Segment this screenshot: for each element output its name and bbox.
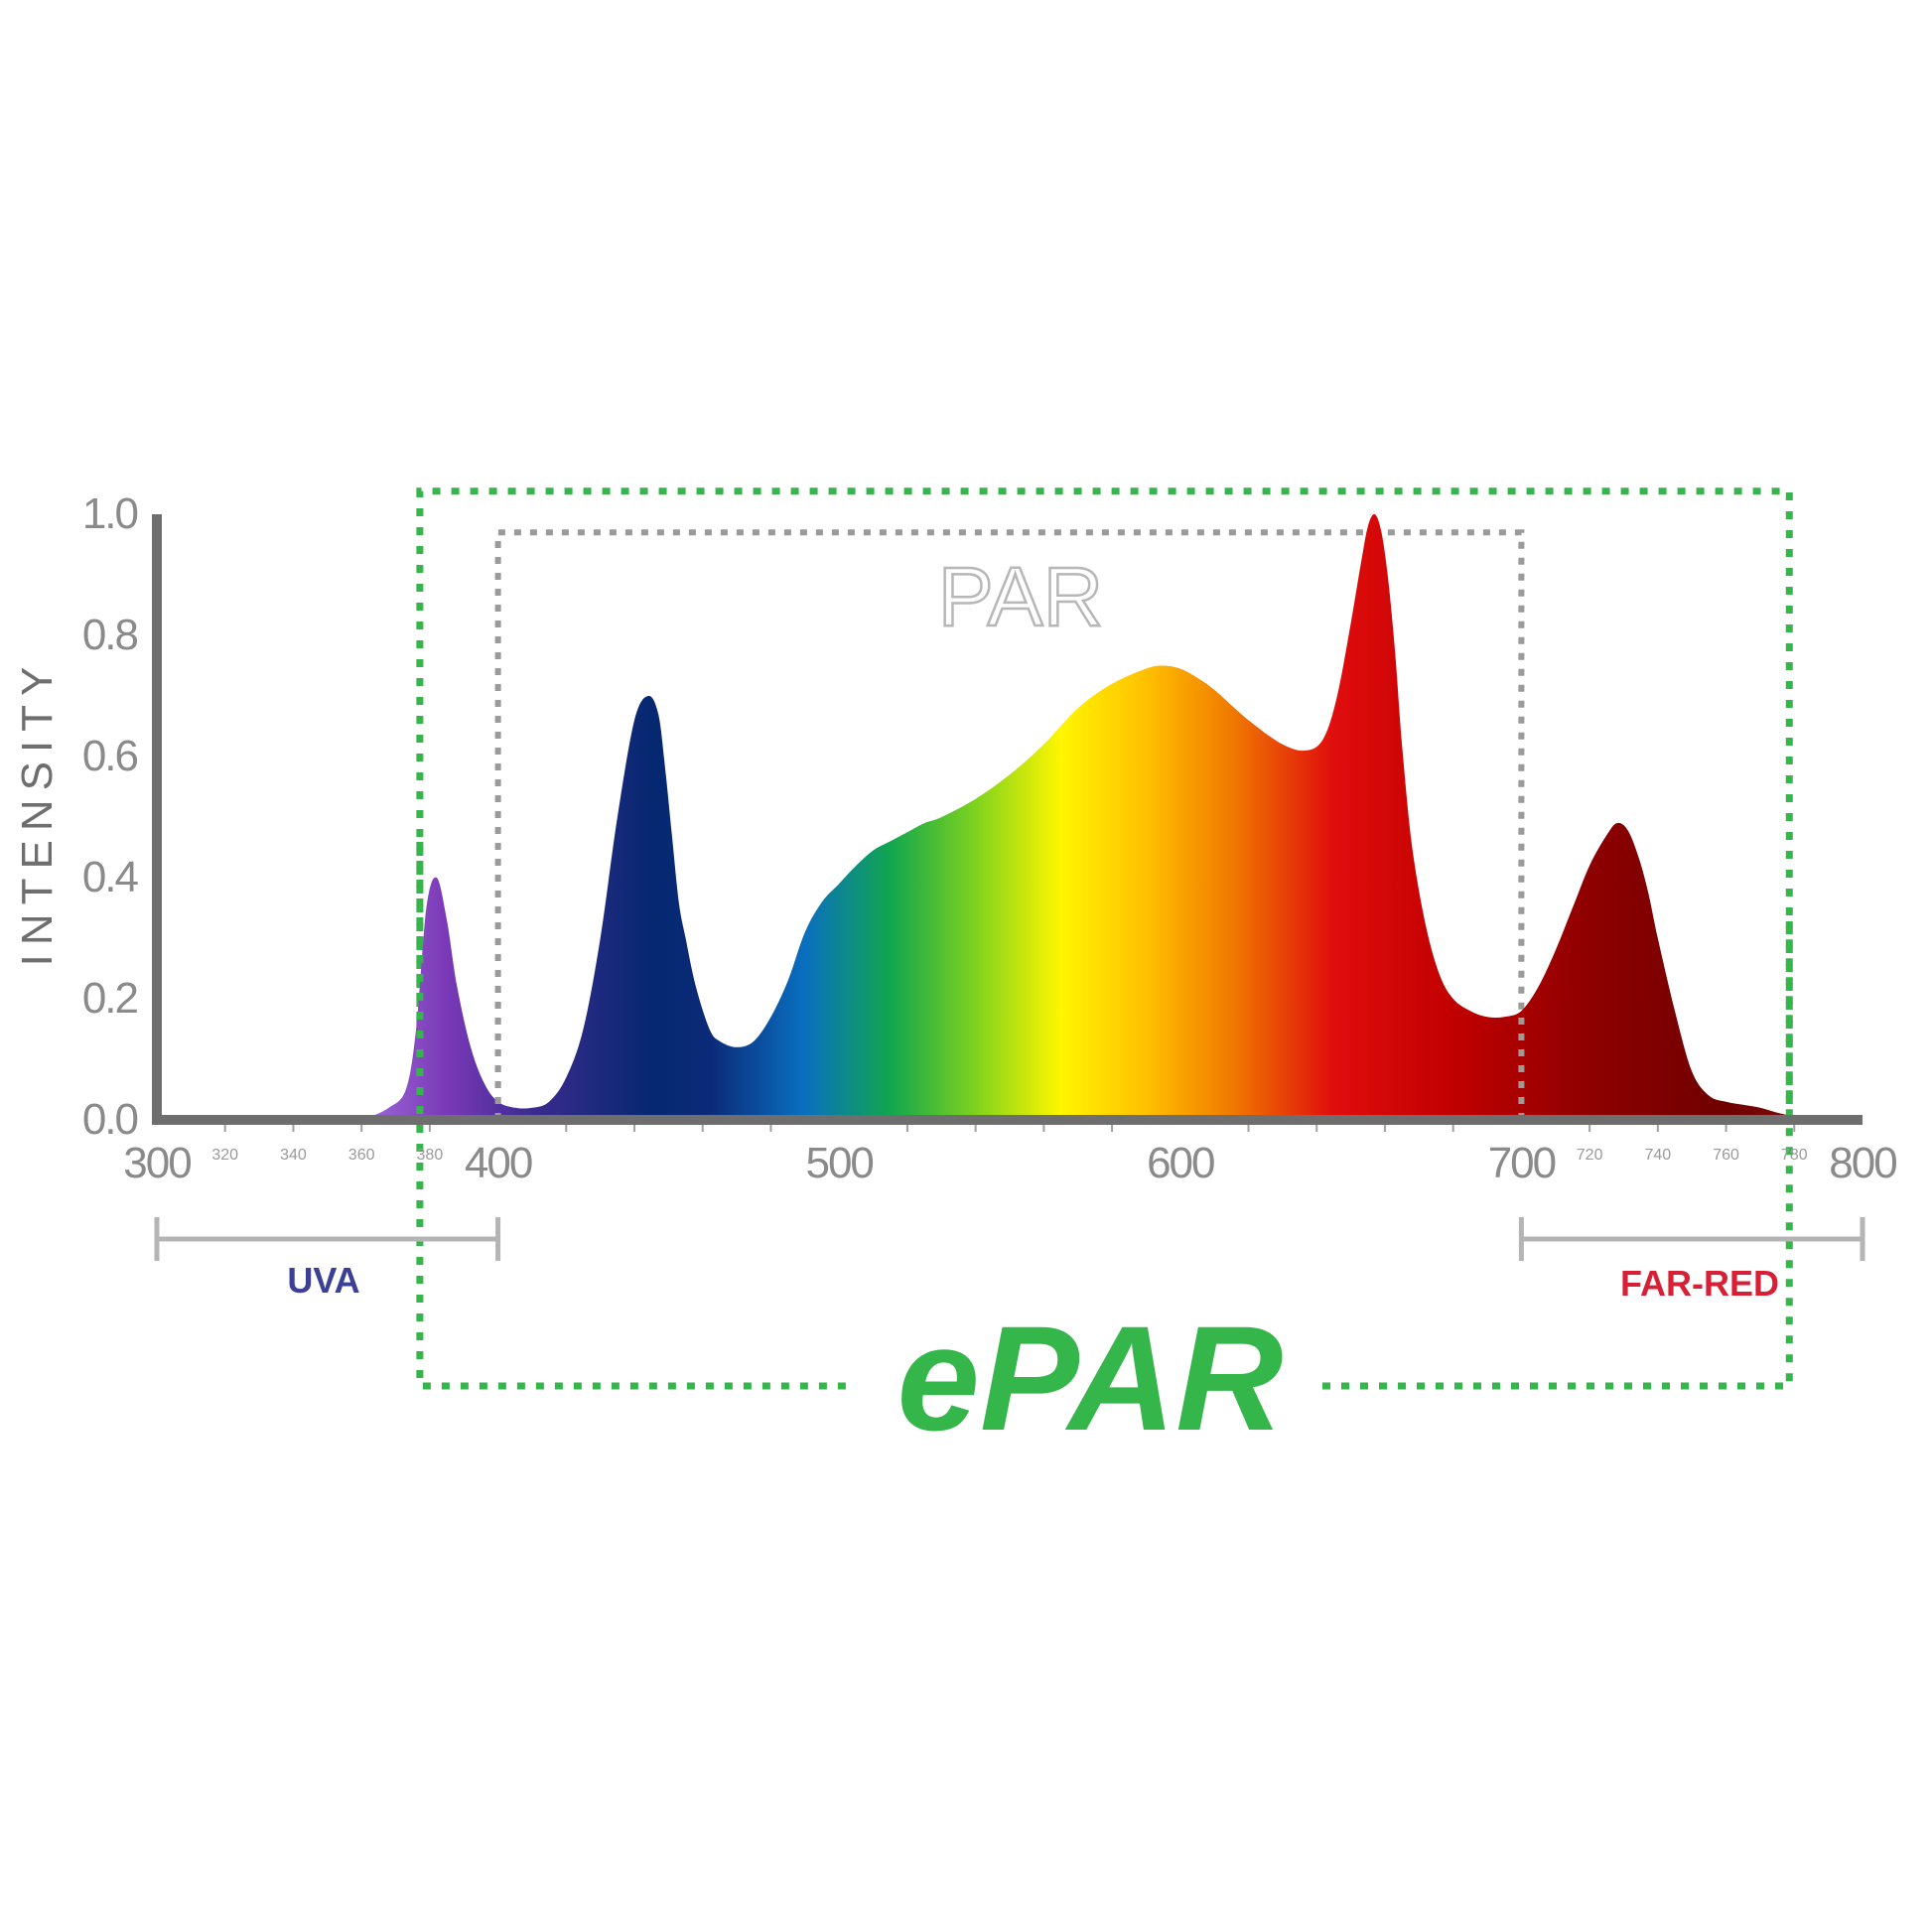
x-minor-tick-label-320: 320 [211,1147,238,1164]
x-minor-tick-label-740: 740 [1644,1147,1671,1164]
epar-label: ePAR [897,1295,1284,1461]
epar-box-bottom [416,842,1793,1390]
x-minor-tick-label-720: 720 [1577,1147,1603,1164]
x-tick-label-300: 300 [123,1139,191,1187]
y-tick-label-0.6: 0.6 [82,732,138,780]
x-minor-tick-label-760: 760 [1713,1147,1739,1164]
par-box-outline [494,529,1525,1120]
x-minor-tick-label-780: 780 [1781,1147,1808,1164]
x-tick-label-700: 700 [1488,1139,1556,1187]
x-tick-label-600: 600 [1147,1139,1214,1187]
y-tick-label-0.4: 0.4 [82,853,139,901]
uva-range-bracket [154,1217,501,1261]
spectrum-area [157,513,1863,1120]
x-minor-tick-label-340: 340 [280,1147,307,1164]
x-tick-label-500: 500 [805,1139,873,1187]
x-minor-tick-label-380: 380 [417,1147,444,1164]
far-red-label: FAR-RED [1620,1263,1779,1304]
x-axis-ticks: 300 400 500 600 700 800 320 340 360 380 720 740 760 7… [123,1125,1898,1187]
par-region-box-overlay [494,991,1525,1120]
par-label: PAR [938,550,1103,643]
far-red-range-bracket [1518,1217,1865,1261]
par-box-lower-edges [494,991,1525,1120]
y-tick-label-0.8: 0.8 [82,611,138,659]
y-tick-label-0.0: 0.0 [82,1095,138,1144]
par-region-box [494,529,1525,1120]
epar-region-box-overlay [416,842,1793,1390]
x-minor-tick-label-360: 360 [348,1147,375,1164]
uva-label: UVA [287,1260,359,1301]
x-tick-label-800: 800 [1829,1139,1896,1187]
x-tick-label-400: 400 [465,1139,532,1187]
y-tick-label-1.0: 1.0 [82,489,138,538]
y-axis-label: INTENSITY [13,658,62,967]
y-tick-label-0.2: 0.2 [82,974,138,1023]
y-axis-ticks: 0.0 0.2 0.4 0.6 0.8 1.0 [82,489,141,1144]
